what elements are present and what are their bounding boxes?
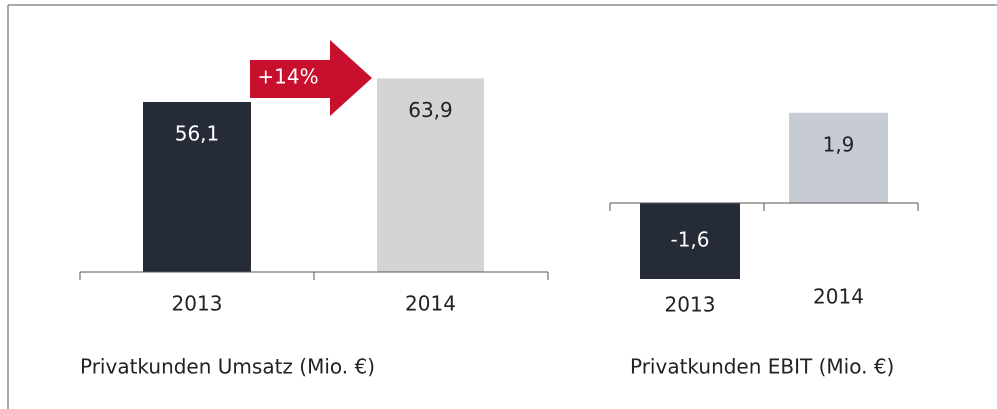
value-label: -1,6	[670, 228, 709, 252]
bar	[640, 203, 740, 279]
growth-arrow	[250, 40, 372, 116]
bar	[789, 112, 888, 203]
value-label: 63,9	[408, 98, 453, 122]
annotation: +14%	[257, 65, 318, 89]
x-tick-label: 2014	[405, 292, 456, 316]
value-label: 56,1	[175, 122, 220, 146]
bar	[143, 102, 251, 272]
x-tick-label: 2014	[813, 285, 864, 309]
chart-title: Privatkunden Umsatz (Mio. €)	[80, 355, 375, 379]
x-tick-label: 2013	[665, 293, 716, 317]
x-tick-label: 2013	[172, 292, 223, 316]
chart-title: Privatkunden EBIT (Mio. €)	[630, 355, 894, 379]
value-label: 1,9	[823, 132, 855, 156]
bar	[377, 78, 484, 273]
